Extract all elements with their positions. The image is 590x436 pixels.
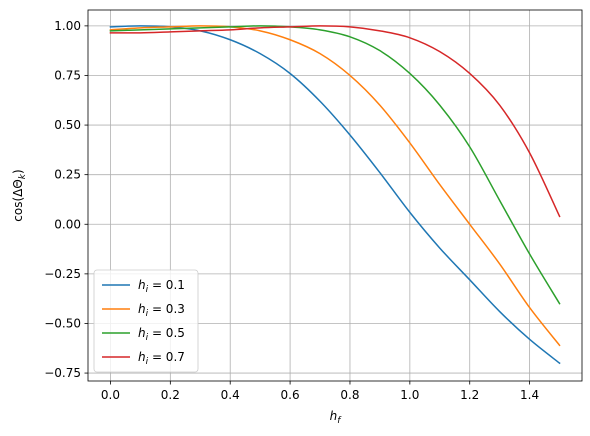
y-tick-label: −0.25 <box>44 267 81 281</box>
legend-box <box>93 269 199 373</box>
x-tick-label: 0.2 <box>161 388 180 402</box>
y-tick-label: −0.50 <box>44 316 81 330</box>
legend-label: hi = 0.3 <box>138 302 185 319</box>
series-line-h-i-0-5 <box>109 25 561 305</box>
x-axis: 0.0 0.2 0.4 0.6 0.8 1.0 1.2 1.4 <box>101 381 539 402</box>
legend-item: hi = 0.7 <box>102 350 185 367</box>
x-tick-label: 0.4 <box>221 388 240 402</box>
y-tick-label: −0.75 <box>44 366 81 380</box>
x-tick-label: 1.0 <box>400 388 419 402</box>
series-line-h-i-0-3 <box>109 25 561 347</box>
x-axis-label: hf <box>330 409 343 426</box>
x-tick-label: 0.6 <box>281 388 300 402</box>
legend: hi = 0.1 hi = 0.3 hi = 0.5 hi = 0.7 <box>93 269 199 373</box>
legend-label: hi = 0.7 <box>138 350 185 367</box>
series-group <box>109 25 561 365</box>
series-line-h-i-0-7 <box>109 25 561 218</box>
plot-frame <box>87 9 583 382</box>
legend-label: hi = 0.1 <box>138 278 185 295</box>
legend-label: hi = 0.5 <box>138 326 185 343</box>
x-tick-label: 1.2 <box>460 388 479 402</box>
y-tick-label: 0.50 <box>54 118 81 132</box>
x-tick-label: 0.0 <box>101 388 120 402</box>
y-tick-label: 1.00 <box>54 19 81 33</box>
legend-item: hi = 0.5 <box>102 326 185 343</box>
y-tick-label: 0.75 <box>54 68 81 82</box>
legend-item: hi = 0.3 <box>102 302 185 319</box>
x-tick-label: 0.8 <box>340 388 359 402</box>
y-axis: −0.75 −0.50 −0.25 0.00 0.25 0.50 0.75 1.00 <box>44 19 88 380</box>
x-tick-label: 1.4 <box>520 388 539 402</box>
y-axis-label: cos(ΔΘk) <box>11 169 28 221</box>
y-tick-label: 0.25 <box>54 168 81 182</box>
legend-item: hi = 0.1 <box>102 278 185 295</box>
y-tick-label: 0.00 <box>54 217 81 231</box>
